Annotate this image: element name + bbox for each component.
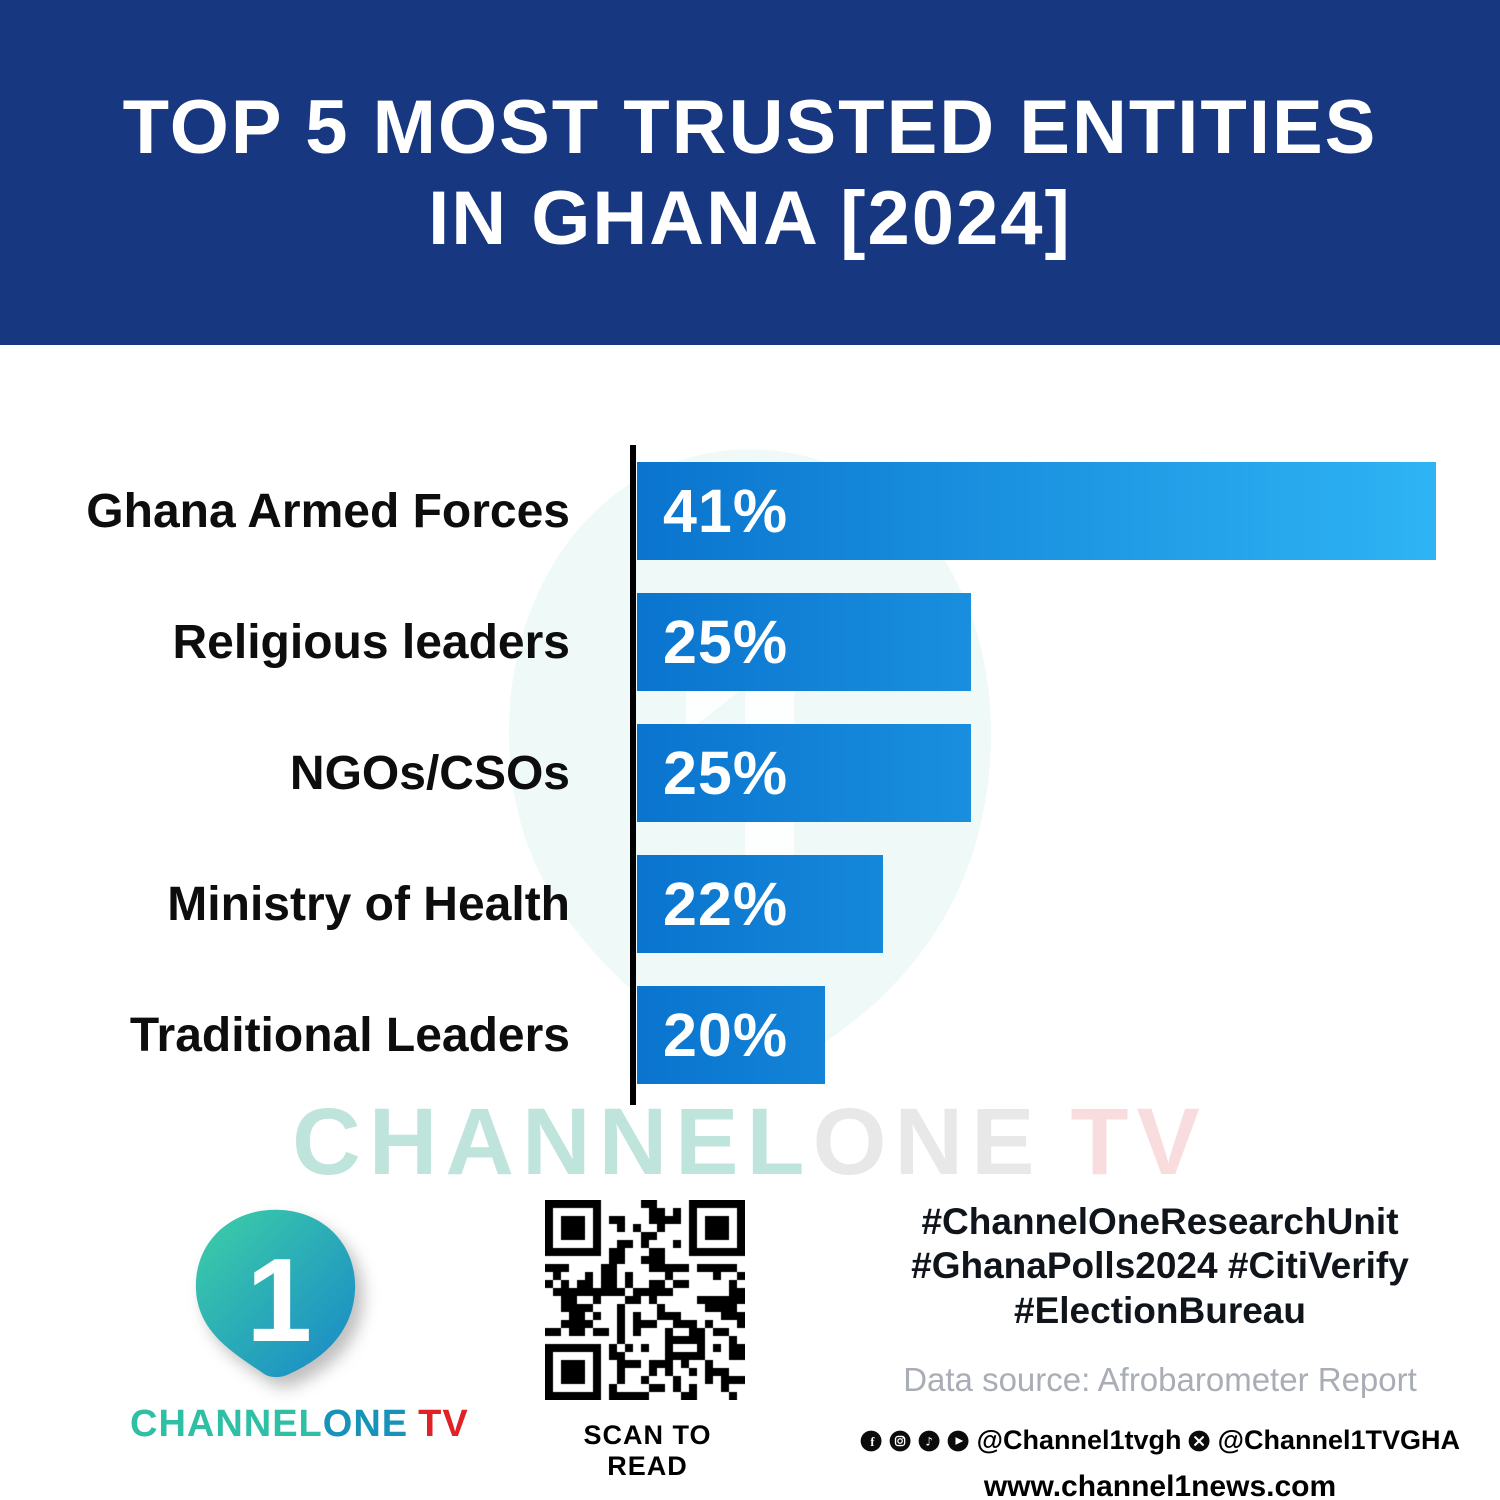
page-title-line1: TOP 5 MOST TRUSTED ENTITIES [122,84,1378,170]
brand-wordmark: CHANNELONE TV [130,1403,468,1446]
bar-value: 41% [663,477,789,545]
page-title-line2: IN GHANA [2024] [428,175,1072,261]
footer-right-block: #ChannelOneResearchUnit #GhanaPolls2024 … [860,1200,1460,1500]
bar: 22% [637,855,883,953]
x-icon [1189,1430,1210,1452]
logo-numeral: 1 [246,1235,312,1367]
watermark-one: ONE [812,1089,1043,1195]
svg-text:f: f [870,1435,875,1449]
social-handle-x: @Channel1TVGHA [1217,1425,1460,1456]
youtube-icon [948,1430,969,1452]
social-row: f ♪ @Channel1tvgh @Channel1TVGHA [860,1425,1460,1456]
chart-row: Ghana Armed Forces 41% [0,462,1500,560]
channel-one-logo-block: 1 CHANNELONE TV [130,1198,468,1446]
bar-value: 20% [663,1001,789,1069]
chart-row: NGOs/CSOs 25% [0,724,1500,822]
chart-axis-line [630,445,636,1105]
bar-label: Ghana Armed Forces [86,484,570,538]
brand-one: ONE [322,1403,409,1445]
bar-value: 22% [663,870,789,938]
watermark-text: CHANNELONE TV [0,1088,1500,1197]
bar: 25% [637,593,971,691]
qr-caption: SCAN TO READ [583,1420,712,1481]
chart-row: Ministry of Health 22% [0,855,1500,953]
bar: 25% [637,724,971,822]
tiktok-icon: ♪ [918,1430,940,1452]
bar-label: NGOs/CSOs [289,746,570,800]
hashtag-line-2: #GhanaPolls2024 #CitiVerify [911,1245,1409,1287]
hashtag-line-1: #ChannelOneResearchUnit [921,1201,1399,1242]
bar-label: Ministry of Health [167,877,570,931]
website-url: www.channel1news.com [983,1470,1337,1500]
chart-rows: Ghana Armed Forces 41% Religious leaders 25… [0,462,1500,1117]
bar-value: 25% [663,608,789,676]
social-handle-main: @Channel1tvgh [976,1425,1182,1456]
bar-value: 25% [663,739,789,807]
chart-row: Traditional Leaders 20% [0,986,1500,1084]
bar-label: Religious leaders [172,615,570,669]
instagram-icon [889,1430,911,1452]
hashtag-line-3: #ElectionBureau [1014,1289,1306,1331]
bar: 41% [637,462,1436,560]
bar: 20% [637,986,825,1084]
brand-tv: TV [418,1403,469,1445]
channel-one-logo-icon: 1 [195,1209,355,1378]
chart-row: Religious leaders 25% [0,593,1500,691]
svg-text:♪: ♪ [926,1434,933,1448]
qr-code [545,1200,745,1400]
qr-block: SCAN TO READ [545,1200,750,1482]
facebook-icon: f [860,1430,882,1452]
data-source-text: Data source: Afrobarometer Report [903,1361,1417,1399]
bar-label: Traditional Leaders [129,1008,570,1062]
header-banner: TOP 5 MOST TRUSTED ENTITIES IN GHANA [20… [0,0,1500,345]
watermark-channel: CHANNEL [292,1089,813,1195]
brand-channel: CHANNEL [130,1403,323,1445]
watermark-tv: TV [1070,1089,1208,1195]
